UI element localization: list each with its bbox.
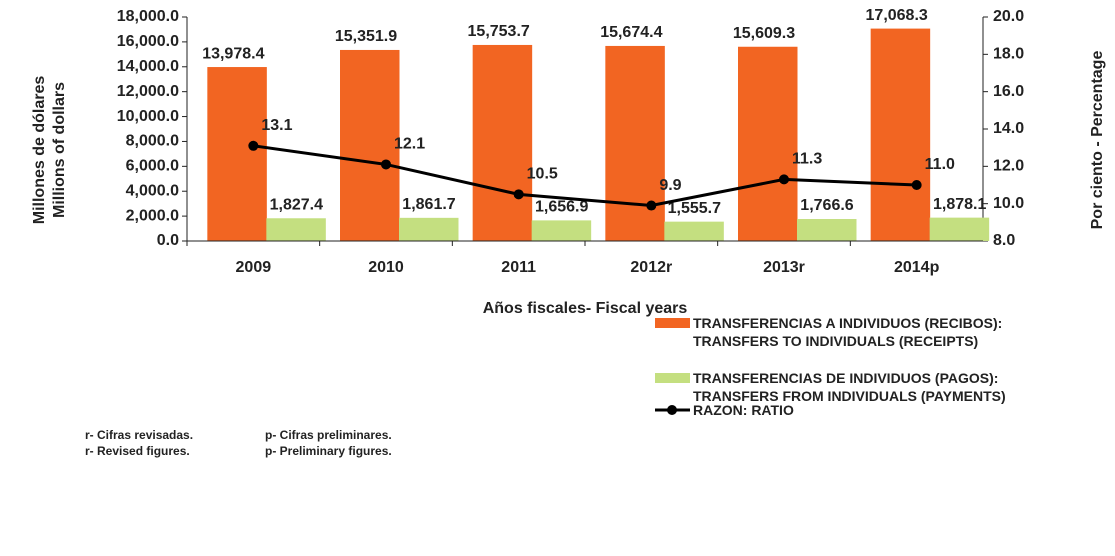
data-label: 1,766.6: [800, 197, 853, 214]
bar: [870, 28, 931, 242]
x-tick-label: 2011: [501, 259, 536, 276]
data-label: 11.3: [792, 151, 822, 168]
data-label: 15,674.4: [600, 24, 662, 41]
data-label: 1,861.7: [402, 196, 455, 213]
y-tick-label: 0.0: [157, 232, 179, 249]
data-label: 12.1: [394, 136, 425, 153]
y-axis-title: Millones de dólares: [31, 76, 48, 225]
y2-tick-label: 16.0: [993, 83, 1024, 100]
footnote: r- Revised figures.: [85, 444, 190, 458]
marker: [248, 140, 259, 151]
x-tick-label: 2010: [368, 259, 404, 276]
y-tick-label: 2,000.0: [126, 207, 179, 224]
footnote: p- Cifras preliminares.: [265, 428, 392, 442]
data-label: 13.1: [261, 117, 292, 134]
data-label: 15,351.9: [335, 28, 397, 45]
bar: [797, 219, 857, 241]
bar: [664, 221, 724, 241]
marker: [381, 159, 391, 170]
y2-axis-title: Por ciento - Percentage: [1089, 51, 1106, 230]
data-label: 17,068.3: [866, 7, 928, 24]
marker: [911, 180, 922, 190]
y2-tick-label: 14.0: [993, 120, 1024, 137]
footnote: r- Cifras revisadas.: [85, 428, 194, 442]
y-tick-label: 16,000.0: [117, 33, 179, 50]
bar: [605, 45, 665, 242]
marker: [646, 200, 657, 211]
data-label: 1,827.4: [270, 196, 323, 213]
legend-swatch: [655, 373, 690, 383]
y-tick-label: 6,000.0: [126, 158, 179, 175]
y-axis-title: Millions of dollars: [51, 82, 68, 218]
y2-tick-label: 10.0: [993, 195, 1024, 212]
bar: [266, 218, 326, 241]
data-label: 1,878.1: [933, 196, 986, 213]
data-label: 1,555.7: [668, 200, 721, 217]
data-label: 10.5: [527, 166, 558, 183]
data-label: 9.9: [659, 177, 681, 194]
marker: [513, 189, 524, 200]
bar: [472, 44, 533, 242]
bar: [531, 220, 592, 241]
y-tick-label: 12,000.0: [117, 83, 179, 100]
bar: [738, 46, 798, 242]
y2-tick-label: 18.0: [993, 46, 1024, 63]
x-tick-label: 2013r: [763, 259, 805, 276]
data-label: 15,609.3: [733, 25, 795, 42]
bar: [929, 217, 990, 241]
data-label: 15,753.7: [468, 23, 530, 40]
marker: [779, 174, 789, 185]
y2-tick-label: 20.0: [993, 8, 1024, 25]
y-tick-label: 10,000.0: [117, 108, 179, 125]
x-tick-label: 2009: [236, 259, 272, 276]
data-label: 11.0: [925, 156, 955, 173]
x-tick-label: 2012r: [630, 259, 672, 276]
x-axis-title: Años fiscales- Fiscal years: [483, 300, 688, 317]
y-tick-label: 14,000.0: [117, 58, 179, 75]
legend-label: TRANSFERENCIAS A INDIVIDUOS (RECIBOS): T…: [693, 315, 1003, 349]
bar: [399, 217, 459, 241]
legend-marker: [667, 405, 677, 415]
legend-swatch: [655, 318, 690, 328]
line: [253, 144, 917, 208]
legend-label: RAZON: RATIO: [693, 402, 794, 418]
footnote: p- Preliminary figures.: [265, 444, 392, 458]
legend-label: TRANSFERENCIAS DE INDIVIDUOS (PAGOS): TR…: [693, 370, 1006, 404]
y-tick-label: 8,000.0: [126, 133, 179, 150]
y2-tick-label: 12.0: [993, 158, 1024, 175]
data-label: 13,978.4: [202, 45, 264, 62]
y-tick-label: 18,000.0: [117, 8, 179, 25]
y-tick-label: 4,000.0: [126, 182, 179, 199]
y2-tick-label: 8.0: [993, 232, 1015, 249]
data-label: 1,656.9: [535, 199, 588, 216]
x-tick-label: 2014p: [894, 259, 940, 276]
bar: [207, 67, 267, 242]
bar: [340, 49, 400, 241]
